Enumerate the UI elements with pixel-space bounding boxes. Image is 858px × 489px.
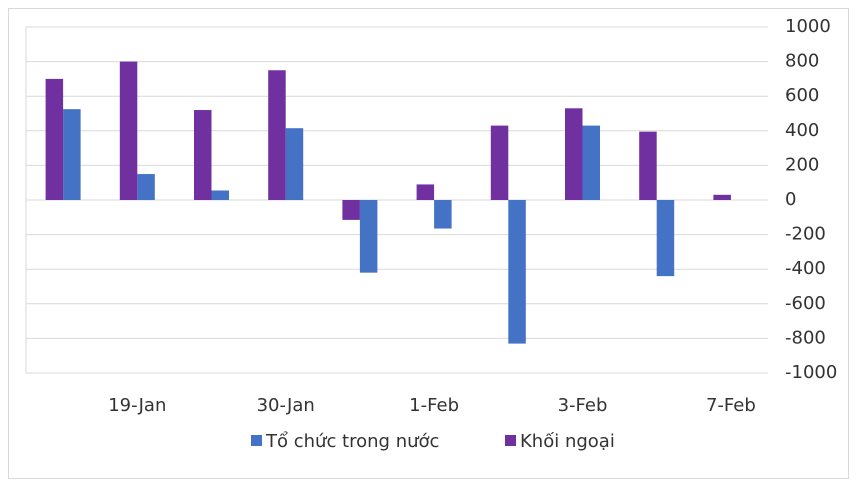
bar (416, 184, 435, 200)
bar (656, 200, 675, 277)
bar (490, 125, 509, 200)
bar (359, 200, 378, 273)
x-tick-label: 19-Jan (108, 395, 166, 416)
x-tick-label: 7-Feb (706, 395, 756, 416)
bar (342, 200, 360, 220)
bar (119, 61, 138, 200)
y-tick-label: -400 (785, 258, 826, 279)
bar (268, 70, 286, 200)
chart-frame (8, 8, 849, 479)
legend-swatch (505, 435, 516, 446)
y-tick-label: 0 (785, 189, 796, 210)
y-tick-label: 600 (785, 85, 819, 106)
bar (211, 190, 229, 200)
bar (45, 78, 64, 200)
bar (285, 128, 304, 200)
bar (137, 174, 155, 200)
x-tick-label: 1-Feb (409, 395, 459, 416)
bar (639, 131, 657, 200)
bar (582, 125, 600, 200)
legend-swatch (251, 435, 262, 446)
y-tick-label: 400 (785, 120, 819, 141)
y-tick-label: -1000 (785, 362, 837, 383)
bar (194, 110, 212, 200)
y-tick-label: 800 (785, 51, 819, 72)
y-tick-label: -800 (785, 327, 826, 348)
bar (565, 108, 583, 200)
bar (508, 200, 526, 344)
y-tick-label: 200 (785, 154, 819, 175)
y-tick-label: 1000 (785, 16, 831, 37)
x-tick-label: 30-Jan (257, 395, 315, 416)
bar (713, 194, 731, 200)
legend-label: Khối ngoại (520, 431, 615, 452)
x-tick-label: 3-Feb (558, 395, 608, 416)
bar (63, 109, 81, 200)
bar (434, 200, 452, 229)
legend-label: Tổ chức trong nước (265, 431, 439, 452)
y-tick-label: -600 (785, 293, 826, 314)
y-tick-label: -200 (785, 224, 826, 245)
